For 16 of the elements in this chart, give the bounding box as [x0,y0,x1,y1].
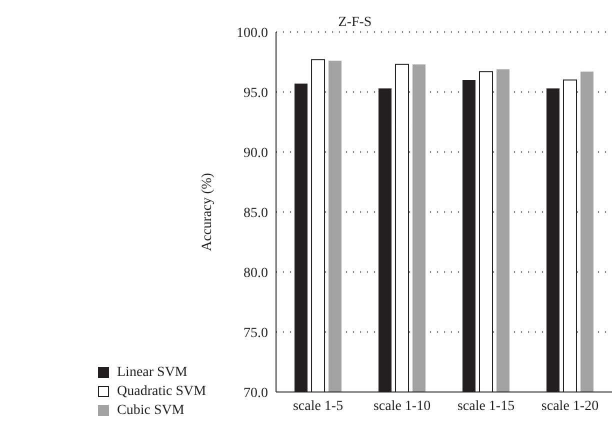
y-tick-label: 80.0 [244,266,268,281]
y-tick-label: 100.0 [236,26,268,41]
x-tick-label: scale 1-20 [541,398,599,414]
x-tick-label: scale 1-15 [457,398,515,414]
legend-label: Linear SVM [117,364,188,380]
x-tick-label: scale 1-5 [292,398,344,414]
y-axis-title: Accuracy (%) [200,172,216,252]
y-tick-label: 70.0 [244,386,268,401]
y-tick-label: 90.0 [244,146,268,161]
x-tick-label: scale 1-10 [373,398,431,414]
legend-label: Cubic SVM [117,402,184,418]
y-tick-label: 85.0 [244,206,268,221]
chart-title: Z-F-S [338,15,372,30]
legend-label: Quadratic SVM [117,384,206,400]
y-tick-label: 75.0 [244,326,268,341]
y-tick-label: 95.0 [244,86,268,101]
